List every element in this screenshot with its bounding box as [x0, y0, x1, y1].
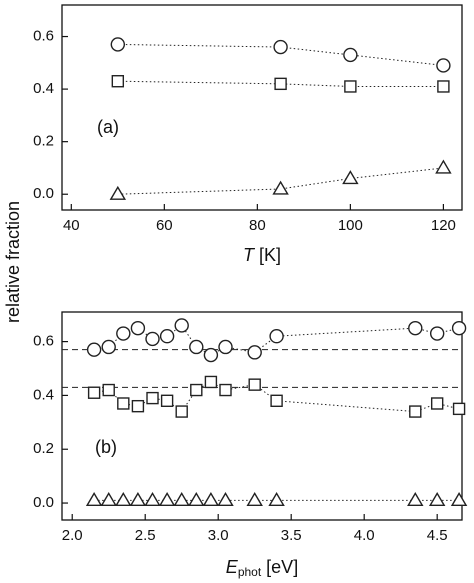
marker-square	[87, 386, 101, 399]
marker-triangle	[428, 491, 446, 507]
marker-triangle	[217, 491, 234, 507]
marker-circle	[408, 320, 423, 336]
series-line	[117, 167, 444, 195]
x-tick-label: 4.5	[427, 527, 448, 544]
x-tick-label: 120	[431, 217, 456, 234]
marker-triangle	[272, 180, 289, 195]
x-axis-label-unit: [K]	[259, 245, 281, 265]
marker-circle	[203, 347, 219, 363]
marker-circle	[130, 320, 146, 336]
marker-circle	[159, 329, 175, 344]
marker-triangle	[100, 491, 117, 507]
marker-triangle	[173, 491, 190, 507]
marker-square	[437, 80, 450, 93]
x-tick-label: 4.0	[354, 527, 375, 544]
marker-square	[160, 394, 174, 407]
marker-triangle	[450, 491, 468, 507]
marker-square	[344, 80, 357, 93]
marker-triangle	[115, 491, 132, 507]
marker-circle	[116, 326, 131, 341]
y-tick-label: 0.4	[33, 80, 54, 97]
marker-square	[248, 378, 261, 391]
x-axis-label-unit: [eV]	[266, 557, 298, 577]
marker-circle	[429, 326, 445, 341]
annotation: (b)	[95, 437, 117, 457]
series-line	[117, 80, 444, 87]
x-axis-label-var: T	[243, 245, 256, 265]
marker-triangle	[188, 491, 205, 507]
plot-frame	[61, 311, 463, 521]
marker-square	[102, 383, 115, 397]
y-tick-label: 0.2	[33, 440, 54, 457]
x-axis-label-var: E	[226, 557, 239, 577]
marker-square	[430, 397, 444, 410]
marker-circle	[218, 339, 233, 355]
marker-square	[131, 399, 145, 413]
series-line	[117, 43, 444, 66]
y-tick-label: 0.2	[33, 133, 54, 150]
x-tick-label: 40	[63, 217, 80, 234]
x-tick-label: 100	[338, 217, 363, 234]
marker-triangle	[85, 491, 103, 507]
x-tick-label: 80	[249, 217, 266, 234]
x-tick-label: 60	[156, 217, 173, 234]
marker-square	[111, 75, 125, 88]
marker-circle	[110, 37, 126, 52]
marker-triangle	[158, 491, 176, 507]
y-tick-label: 0.4	[33, 386, 54, 403]
marker-square	[204, 375, 218, 389]
marker-triangle	[268, 491, 285, 507]
y-axis-label: relative fraction	[3, 201, 23, 323]
marker-triangle	[144, 491, 161, 507]
y-tick-label: 0.0	[33, 185, 54, 202]
marker-circle	[436, 58, 451, 73]
marker-square	[190, 383, 203, 397]
marker-circle	[273, 39, 288, 55]
marker-square	[274, 77, 287, 91]
marker-square	[117, 397, 130, 410]
marker-square	[270, 394, 283, 407]
marker-circle	[269, 329, 284, 344]
marker-triangle	[202, 491, 220, 507]
marker-square	[146, 391, 159, 405]
x-axis-label: T [K]	[243, 245, 281, 265]
marker-circle	[174, 318, 189, 333]
marker-circle	[247, 345, 262, 360]
x-tick-label: 3.0	[208, 527, 229, 544]
marker-circle	[343, 47, 358, 63]
marker-triangle	[435, 159, 452, 174]
marker-circle	[86, 342, 102, 357]
marker-square	[219, 383, 232, 397]
marker-square	[175, 405, 188, 418]
marker-triangle	[129, 491, 147, 507]
marker-circle	[101, 339, 116, 355]
x-axis-label-sub: phot	[238, 565, 262, 579]
y-tick-label: 0.0	[33, 494, 54, 511]
y-tick-label: 0.6	[33, 28, 54, 45]
x-tick-label: 2.5	[135, 527, 156, 544]
marker-circle	[451, 320, 467, 336]
annotation: (a)	[97, 117, 119, 137]
marker-triangle	[109, 185, 127, 200]
y-tick-label: 0.6	[33, 333, 54, 350]
marker-triangle	[407, 491, 424, 507]
marker-triangle	[342, 170, 359, 185]
plot-frame	[61, 4, 463, 211]
x-tick-label: 3.5	[281, 527, 302, 544]
marker-square	[452, 402, 466, 416]
marker-circle	[189, 339, 204, 355]
x-axis-label: Ephot [eV]	[226, 557, 298, 579]
marker-triangle	[246, 491, 263, 507]
marker-square	[409, 405, 422, 418]
marker-circle	[145, 331, 160, 347]
x-tick-label: 2.0	[62, 527, 83, 544]
